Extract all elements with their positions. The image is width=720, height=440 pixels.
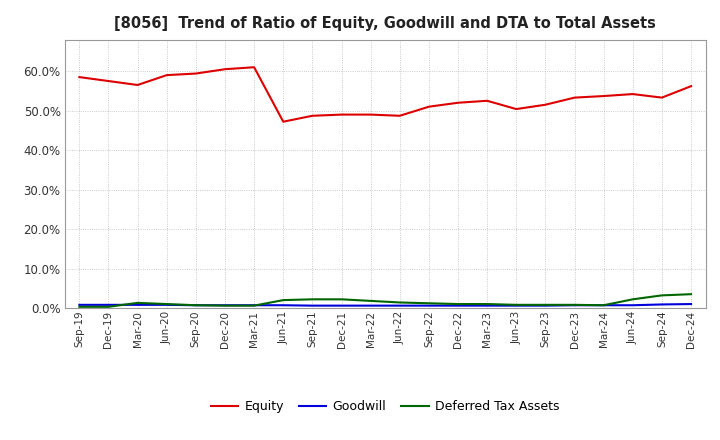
Goodwill <box>192 303 200 308</box>
Goodwill <box>541 303 550 308</box>
Deferred Tax Assets <box>163 301 171 307</box>
Deferred Tax Assets <box>657 293 666 298</box>
Goodwill <box>366 303 375 308</box>
Deferred Tax Assets <box>395 300 404 305</box>
Deferred Tax Assets <box>192 303 200 308</box>
Line: Equity: Equity <box>79 67 691 122</box>
Deferred Tax Assets <box>483 301 492 307</box>
Deferred Tax Assets <box>599 303 608 308</box>
Equity <box>366 112 375 117</box>
Equity <box>454 100 462 106</box>
Equity <box>512 106 521 112</box>
Equity <box>599 93 608 99</box>
Deferred Tax Assets <box>512 302 521 308</box>
Deferred Tax Assets <box>687 292 696 297</box>
Equity <box>163 73 171 78</box>
Deferred Tax Assets <box>425 301 433 306</box>
Equity <box>425 104 433 109</box>
Deferred Tax Assets <box>75 304 84 309</box>
Equity <box>308 113 317 118</box>
Legend: Equity, Goodwill, Deferred Tax Assets: Equity, Goodwill, Deferred Tax Assets <box>206 395 564 418</box>
Goodwill <box>629 303 637 308</box>
Deferred Tax Assets <box>541 302 550 308</box>
Goodwill <box>75 302 84 308</box>
Goodwill <box>279 303 287 308</box>
Line: Goodwill: Goodwill <box>79 304 691 306</box>
Deferred Tax Assets <box>104 304 113 309</box>
Equity <box>250 65 258 70</box>
Equity <box>75 74 84 80</box>
Equity <box>483 98 492 103</box>
Goodwill <box>483 303 492 308</box>
Equity <box>395 113 404 118</box>
Goodwill <box>337 303 346 308</box>
Deferred Tax Assets <box>570 302 579 308</box>
Goodwill <box>220 303 229 308</box>
Equity <box>541 102 550 107</box>
Equity <box>687 84 696 89</box>
Deferred Tax Assets <box>133 300 142 305</box>
Goodwill <box>599 303 608 308</box>
Deferred Tax Assets <box>366 298 375 304</box>
Goodwill <box>454 303 462 308</box>
Equity <box>220 66 229 72</box>
Goodwill <box>425 303 433 308</box>
Goodwill <box>308 303 317 308</box>
Deferred Tax Assets <box>220 303 229 308</box>
Goodwill <box>104 302 113 308</box>
Equity <box>337 112 346 117</box>
Deferred Tax Assets <box>308 297 317 302</box>
Goodwill <box>570 303 579 308</box>
Goodwill <box>512 303 521 308</box>
Equity <box>192 71 200 76</box>
Equity <box>133 82 142 88</box>
Equity <box>570 95 579 100</box>
Title: [8056]  Trend of Ratio of Equity, Goodwill and DTA to Total Assets: [8056] Trend of Ratio of Equity, Goodwil… <box>114 16 656 32</box>
Line: Deferred Tax Assets: Deferred Tax Assets <box>79 294 691 307</box>
Deferred Tax Assets <box>454 301 462 307</box>
Goodwill <box>395 303 404 308</box>
Equity <box>279 119 287 125</box>
Deferred Tax Assets <box>250 303 258 308</box>
Goodwill <box>657 302 666 307</box>
Deferred Tax Assets <box>629 297 637 302</box>
Goodwill <box>163 302 171 308</box>
Equity <box>629 92 637 97</box>
Deferred Tax Assets <box>337 297 346 302</box>
Goodwill <box>133 302 142 308</box>
Equity <box>657 95 666 100</box>
Goodwill <box>687 301 696 307</box>
Goodwill <box>250 303 258 308</box>
Deferred Tax Assets <box>279 297 287 303</box>
Equity <box>104 78 113 84</box>
